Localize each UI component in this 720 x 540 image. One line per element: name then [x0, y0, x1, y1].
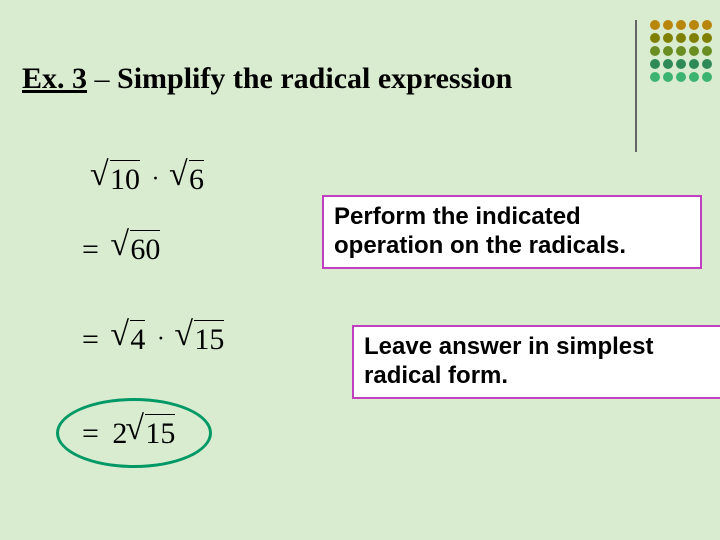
decorative-dot-grid: [650, 20, 712, 82]
math-expression-line-3: = 4 · 15: [82, 320, 224, 357]
decorative-dot: [676, 59, 686, 69]
example-number: Ex. 3: [22, 62, 87, 95]
decorative-dot: [702, 33, 712, 43]
decorative-dot: [650, 72, 660, 82]
decorative-dot: [702, 46, 712, 56]
decorative-dot: [689, 46, 699, 56]
callout-1-text: Perform the indicated operation on the r…: [334, 203, 626, 259]
decorative-dot: [676, 20, 686, 30]
title-text: Simplify the radical expression: [117, 62, 512, 95]
decorative-dot: [663, 33, 673, 43]
slide-title: Ex. 3 – Simplify the radical expression: [22, 62, 512, 96]
math-expression-line-1: 10 · 6: [82, 160, 204, 197]
radicand-2: 60: [130, 230, 160, 267]
decorative-dot: [650, 59, 660, 69]
decorative-dot: [689, 33, 699, 43]
radicand-1a: 10: [110, 160, 140, 197]
decorative-dot: [663, 20, 673, 30]
decorative-vertical-line: [635, 20, 637, 152]
decorative-dot: [650, 46, 660, 56]
decorative-dot: [663, 59, 673, 69]
math-expression-line-2: = 60: [82, 230, 160, 267]
radicand-1b: 6: [189, 160, 204, 197]
radicand-3b: 15: [194, 320, 224, 357]
decorative-dot: [676, 33, 686, 43]
decorative-dot: [702, 20, 712, 30]
decorative-dot: [702, 59, 712, 69]
decorative-dot: [676, 72, 686, 82]
decorative-dot: [650, 20, 660, 30]
decorative-dot: [689, 20, 699, 30]
callout-2-text: Leave answer in simplest radical form.: [364, 333, 653, 389]
decorative-dot: [663, 46, 673, 56]
title-separator: –: [87, 62, 117, 95]
radicand-3a: 4: [130, 320, 145, 357]
decorative-dot: [663, 72, 673, 82]
instruction-callout-1: Perform the indicated operation on the r…: [322, 195, 702, 269]
decorative-dot: [702, 72, 712, 82]
instruction-callout-2: Leave answer in simplest radical form.: [352, 325, 720, 399]
decorative-dot: [650, 33, 660, 43]
decorative-dot: [689, 72, 699, 82]
math-expression-line-4: = 215: [82, 414, 175, 451]
decorative-dot: [689, 59, 699, 69]
decorative-dot: [676, 46, 686, 56]
radicand-4: 15: [145, 414, 175, 451]
